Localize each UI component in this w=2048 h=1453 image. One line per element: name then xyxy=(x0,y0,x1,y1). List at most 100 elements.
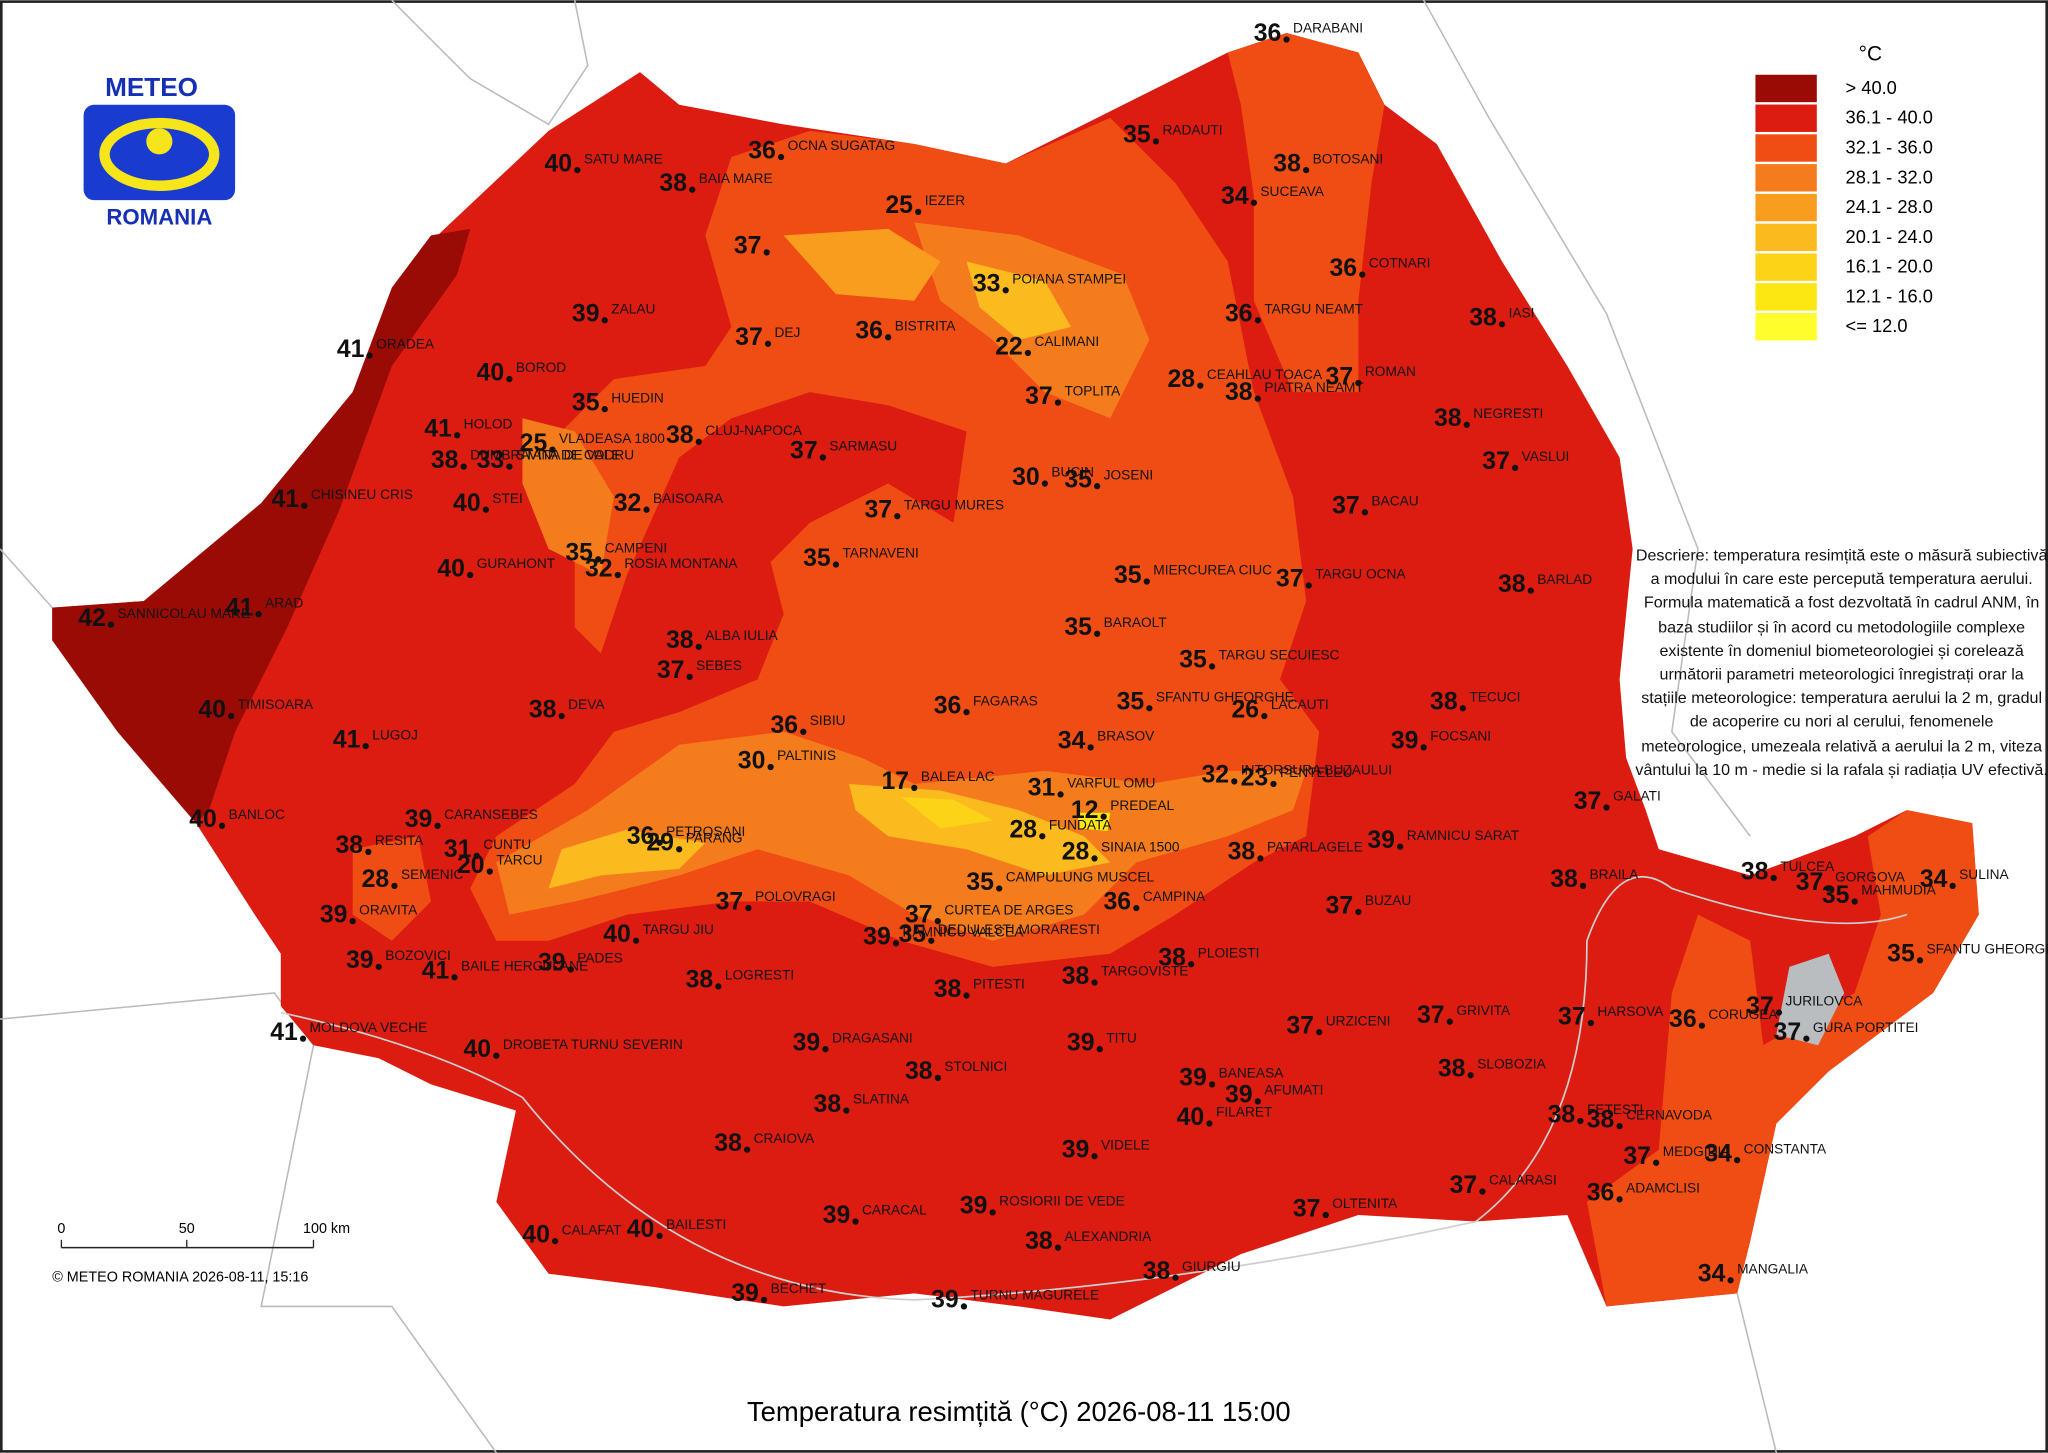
station-value: 38 xyxy=(1143,1258,1171,1285)
legend-swatch xyxy=(1755,164,1817,192)
station: 26 LACAUTI xyxy=(1232,696,1329,723)
station-value: 36 xyxy=(855,318,883,345)
station: 34 BRASOV xyxy=(1058,728,1155,755)
station-dot xyxy=(1188,961,1195,968)
station-name: TECUCI xyxy=(1469,689,1520,704)
station-value: 42 xyxy=(78,605,106,632)
station-value: 41 xyxy=(270,1019,298,1046)
station-name: CONSTANTA xyxy=(1744,1141,1827,1156)
station-dot xyxy=(1355,908,1362,916)
station-value: 35 xyxy=(1114,562,1142,589)
station-dot xyxy=(1254,1098,1261,1105)
station-value: 22 xyxy=(995,333,1023,360)
station-dot xyxy=(1775,1009,1783,1016)
station-dot xyxy=(365,848,372,856)
station-name: FILARET xyxy=(1216,1105,1273,1120)
station: 34 SULINA xyxy=(1920,866,2010,893)
station-dot xyxy=(764,340,772,347)
station-name: GURAHONT xyxy=(477,556,556,571)
station-name: BAIA MARE xyxy=(699,171,773,186)
station: 41 ORADEA xyxy=(337,336,435,363)
station-name: LOGRESTI xyxy=(725,968,794,983)
station-value: 35 xyxy=(1123,122,1151,149)
station-name: RAMNICU SARAT xyxy=(1407,828,1520,843)
station: 33 POIANA STAMPEI xyxy=(973,271,1126,298)
station: 38 DUMBRAVITA DE CODRU xyxy=(431,447,634,474)
station: 37 SARMASU xyxy=(790,438,897,465)
temperature-zone xyxy=(1227,32,1385,393)
station-dot xyxy=(1152,138,1160,145)
station-name: CARANSEBES xyxy=(444,807,538,822)
scale-label: 100 km xyxy=(303,1221,350,1237)
station-value: 37 xyxy=(1450,1172,1478,1199)
station-dot xyxy=(1727,1277,1734,1284)
station: 40 CALAFAT xyxy=(522,1221,622,1248)
station-name: BRASOV xyxy=(1097,729,1155,744)
station: 30 BUCIN xyxy=(1012,464,1094,491)
station-name: DROBETA TURNU SEVERIN xyxy=(503,1037,683,1052)
station-value: 26 xyxy=(1232,696,1260,723)
station-value: 40 xyxy=(437,555,465,582)
station: 38 ALBA IULIA xyxy=(666,627,779,654)
station-dot xyxy=(760,1296,768,1304)
station: 39 AFUMATI xyxy=(1225,1082,1323,1109)
neighbor-borders xyxy=(0,0,1778,1453)
legend-swatch xyxy=(1755,312,1817,341)
station-dot xyxy=(928,937,935,944)
station-dot xyxy=(743,1146,751,1153)
station-dot xyxy=(934,917,941,925)
station: 37 BACAU xyxy=(1332,493,1419,520)
station-value: 40 xyxy=(544,150,572,177)
station-value: 32 xyxy=(614,490,642,517)
station-dot xyxy=(1002,287,1009,294)
station-dot xyxy=(1041,480,1049,487)
station-value: 35 xyxy=(1064,614,1092,641)
station-name: CRAIOVA xyxy=(754,1131,816,1146)
station-value: 41 xyxy=(424,416,452,443)
station-value: 37 xyxy=(790,438,818,465)
station-value: 40 xyxy=(522,1221,550,1248)
station-name: DEJ xyxy=(775,325,801,340)
station-dot xyxy=(567,966,574,973)
station: 41 MOLDOVA VECHE xyxy=(270,1019,427,1046)
station-dot xyxy=(506,463,513,470)
station: 37 CALARASI xyxy=(1450,1172,1557,1199)
legend-swatch xyxy=(1755,253,1817,281)
station-name: RESITA xyxy=(375,833,424,848)
station: 37 VASLUI xyxy=(1482,448,1569,475)
station-dot xyxy=(1949,882,1956,889)
station-value: 35 xyxy=(1064,466,1092,493)
station-name: CARACAL xyxy=(862,1203,927,1218)
station-value: 39 xyxy=(793,1029,821,1056)
station: 38 TULCEA xyxy=(1741,858,1835,885)
station-name: MOLDOVA VECHE xyxy=(310,1020,428,1035)
station-name: PENTELEU xyxy=(1280,765,1352,780)
station-value: 37 xyxy=(734,233,762,260)
station: 25 IEZER xyxy=(885,192,965,219)
station-name: IEZER xyxy=(925,193,965,208)
station-dot xyxy=(1305,582,1312,589)
station-value: 35 xyxy=(803,545,831,572)
station-name: GRIVITA xyxy=(1456,1003,1511,1018)
station: 28 CEAHLAU TOACA xyxy=(1168,366,1323,393)
station-dot xyxy=(695,438,702,445)
station-value: 39 xyxy=(931,1287,959,1314)
station-dot xyxy=(493,1052,500,1059)
station: 37 OLTENITA xyxy=(1293,1195,1398,1222)
station-dot xyxy=(1270,780,1277,788)
station-name: SINAIA 1500 xyxy=(1101,840,1180,855)
station: 38 FETESTI xyxy=(1548,1101,1644,1128)
station-value: 39 xyxy=(572,301,600,328)
station-value: 36 xyxy=(627,823,655,850)
station: 38 SLOBOZIA xyxy=(1438,1056,1547,1083)
station-value: 39 xyxy=(1367,827,1395,854)
station-name: SLOBOZIA xyxy=(1477,1056,1546,1071)
station-dot xyxy=(558,712,565,720)
station-name: CURTEA DE ARGES xyxy=(944,902,1073,917)
station: 40 BANLOC xyxy=(189,806,285,833)
station: 40 STEI xyxy=(453,490,523,517)
station-dot xyxy=(915,208,922,216)
station-dot xyxy=(1206,1120,1213,1127)
station-dot xyxy=(822,1045,829,1053)
station-dot xyxy=(1094,483,1101,490)
